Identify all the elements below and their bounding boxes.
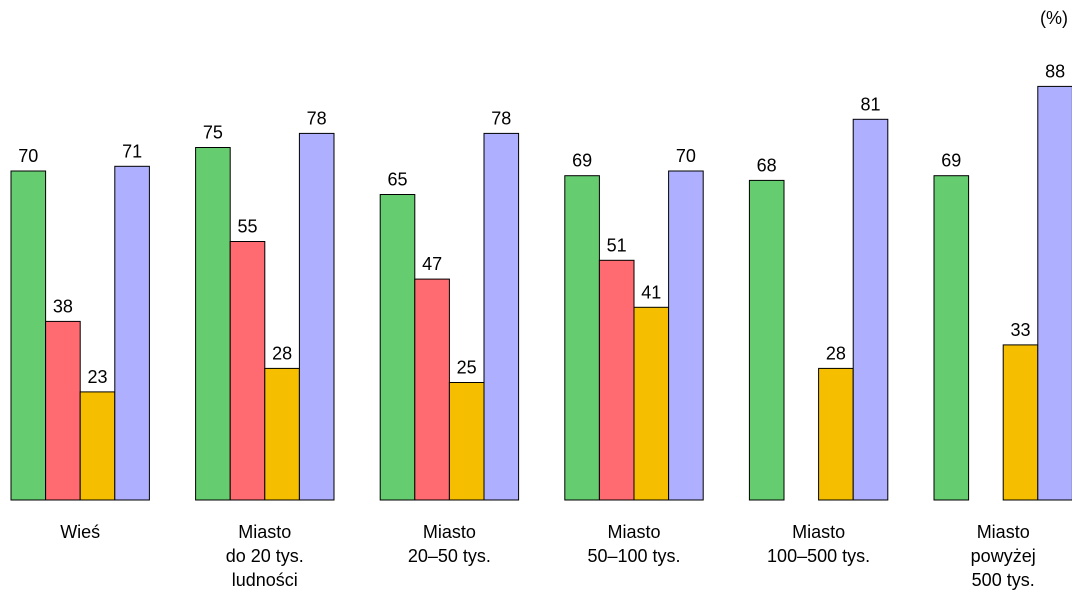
category-label-1-line-0: Miasto bbox=[238, 522, 291, 542]
data-label-g2-s1: 47 bbox=[422, 254, 442, 274]
category-label-4-line-0: Miasto bbox=[792, 522, 845, 542]
bar-g4-s0 bbox=[748, 179, 785, 501]
category-label-3-line-1: 50–100 tys. bbox=[587, 546, 680, 566]
data-label-g2-s3: 78 bbox=[491, 108, 511, 128]
category-label-5-line-0: Miasto bbox=[977, 522, 1030, 542]
data-label-g2-s0: 65 bbox=[387, 170, 407, 190]
bar-g0-s3 bbox=[114, 165, 150, 501]
category-label-2-line-0: Miasto bbox=[423, 522, 476, 542]
data-label-g4-s0: 68 bbox=[757, 155, 777, 175]
data-label-g5-s3: 88 bbox=[1045, 61, 1065, 81]
bar-g3-s0 bbox=[564, 175, 600, 501]
bar-g2-s0 bbox=[379, 194, 416, 501]
data-label-g4-s3: 81 bbox=[860, 94, 880, 114]
data-label-g1-s3: 78 bbox=[307, 108, 327, 128]
bar-g5-s0 bbox=[933, 175, 970, 501]
category-label-5-line-2: 500 tys. bbox=[972, 570, 1035, 590]
bar-g3-s2 bbox=[633, 306, 670, 501]
data-label-g0-s2: 23 bbox=[87, 367, 107, 387]
unit-label: (%) bbox=[1040, 8, 1068, 28]
bar-g2-s1 bbox=[414, 278, 450, 501]
data-label-g0-s1: 38 bbox=[53, 296, 73, 316]
data-label-g3-s2: 41 bbox=[641, 282, 661, 302]
bar-g1-s2 bbox=[264, 367, 300, 501]
data-label-g1-s2: 28 bbox=[272, 343, 292, 363]
data-label-g5-s2: 33 bbox=[1010, 320, 1030, 340]
category-label-1-line-1: do 20 tys. bbox=[226, 546, 304, 566]
bar-g1-s1 bbox=[229, 241, 266, 501]
bar-g2-s2 bbox=[448, 382, 485, 501]
bar-g1-s3 bbox=[298, 132, 335, 501]
category-label-4-line-1: 100–500 tys. bbox=[767, 546, 870, 566]
bar-g1-s0 bbox=[195, 147, 231, 501]
bar-g4-s2 bbox=[818, 367, 854, 501]
category-label-3-line-0: Miasto bbox=[607, 522, 660, 542]
data-label-g3-s1: 51 bbox=[607, 235, 627, 255]
category-label-0-line-0: Wieś bbox=[60, 522, 100, 542]
data-label-g3-s0: 69 bbox=[572, 151, 592, 171]
data-label-g4-s2: 28 bbox=[826, 343, 846, 363]
bar-g0-s2 bbox=[79, 391, 116, 501]
data-label-g1-s1: 55 bbox=[237, 217, 257, 237]
bar-g0-s0 bbox=[10, 170, 47, 501]
bar-g3-s1 bbox=[598, 259, 635, 501]
bar-g5-s3 bbox=[1037, 85, 1072, 501]
data-label-g2-s2: 25 bbox=[457, 358, 477, 378]
data-label-g1-s0: 75 bbox=[203, 123, 223, 143]
bar-g0-s1 bbox=[45, 320, 81, 501]
data-label-g3-s3: 70 bbox=[676, 146, 696, 166]
category-label-1-line-2: ludności bbox=[232, 570, 298, 590]
bar-g2-s3 bbox=[483, 132, 520, 501]
category-label-5-line-1: powyżej bbox=[971, 546, 1036, 566]
bar-g4-s3 bbox=[852, 118, 889, 501]
category-label-2-line-1: 20–50 tys. bbox=[408, 546, 491, 566]
bar-g3-s3 bbox=[668, 170, 704, 501]
data-label-g0-s3: 71 bbox=[122, 141, 142, 161]
bar-g5-s2 bbox=[1002, 344, 1039, 501]
data-label-g0-s0: 70 bbox=[18, 146, 38, 166]
data-label-g5-s0: 69 bbox=[941, 151, 961, 171]
